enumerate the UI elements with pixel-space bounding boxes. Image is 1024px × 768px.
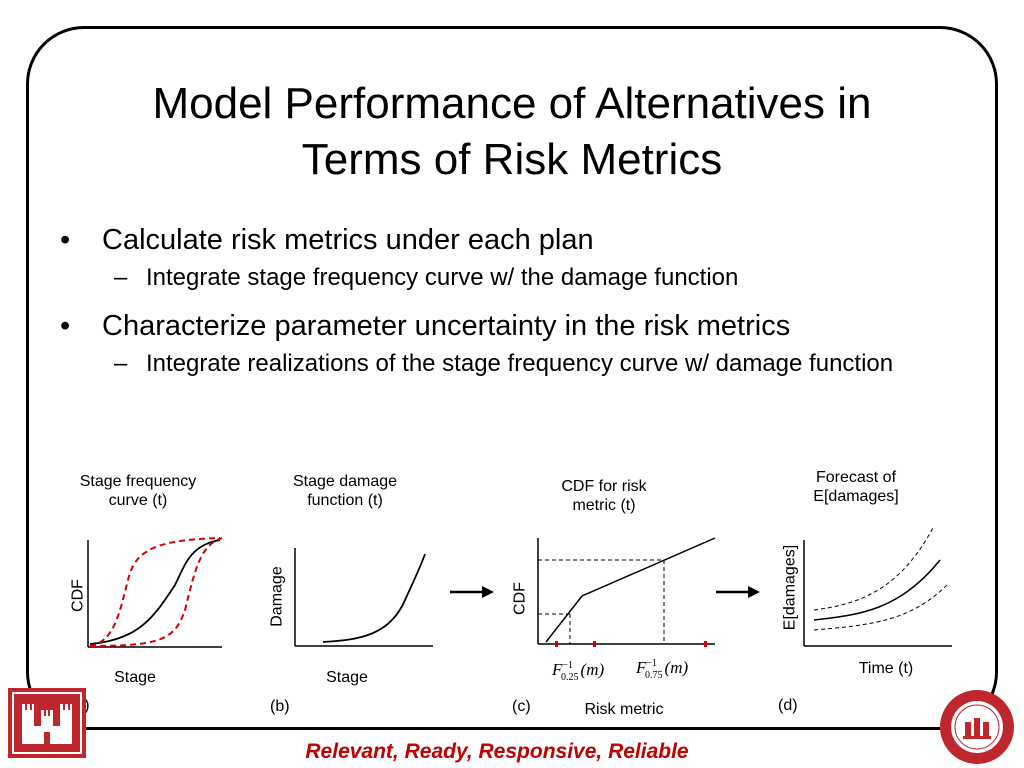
panel-d-mean-forecast <box>813 559 941 621</box>
sub-bullet-2-text: Integrate realizations of the stage freq… <box>146 350 894 377</box>
panel-b-title: Stage damage function (t) <box>292 473 398 509</box>
panel-c-ylabel: CDF <box>511 582 529 615</box>
panel-c-xlabel: Risk metric <box>584 701 664 718</box>
bullet-list: • Calculate risk metrics under each plan… <box>60 222 960 380</box>
panel-b-ylabel: Damage <box>268 566 286 627</box>
usace-castle-logo <box>8 688 86 758</box>
bullet-1-text: Calculate risk metrics under each plan <box>102 224 594 256</box>
arrow-right-icon <box>450 586 494 598</box>
panel-d-plot <box>803 525 952 647</box>
slogan: Relevant, Ready, Responsive, Reliable <box>305 740 689 763</box>
panel-d-xlabel: Time (t) <box>858 660 914 677</box>
bullet-1: • Calculate risk metrics under each plan <box>60 222 960 258</box>
panel-b-plot <box>294 548 433 647</box>
panel-d-title: Forecast of E[damages] <box>813 469 899 505</box>
bullet-2: • Characterize parameter uncertainty in … <box>60 308 960 344</box>
panel-c-title: CDF for risk metric (t) <box>561 478 647 514</box>
panel-c-plot <box>537 537 716 647</box>
panel-a-cdf-upper-bound <box>89 537 221 647</box>
panel-c-red-tick <box>555 641 558 647</box>
panel-b-damage-curve <box>322 553 426 643</box>
sub-bullet-1-text: Integrate stage frequency curve w/ the d… <box>146 264 739 291</box>
panel-d-upper-band <box>813 525 935 611</box>
panel-a-cdf-lower-bound <box>89 537 223 647</box>
panel-c-cdf-line <box>545 537 716 643</box>
panel-a-xlabel: Stage <box>114 669 156 686</box>
erdc-seal <box>940 690 1014 764</box>
panel-a-cdf-curve <box>89 539 221 645</box>
panel-b-tag: (b) <box>270 698 290 715</box>
panel-c-tag: (c) <box>512 698 531 715</box>
bullet-dot: • <box>60 310 71 342</box>
sub-bullet-dash: – <box>114 264 128 291</box>
panel-c-f-low-label: F−10.25 (m) <box>552 660 605 683</box>
slide-title: Model Performance of Alternatives in Ter… <box>40 76 984 188</box>
panel-c-f-high-label: F−10.75 (m) <box>636 658 689 681</box>
panel-d-tag: (d) <box>778 697 798 714</box>
panel-d-lower-band <box>813 583 949 631</box>
sub-bullet-1: – Integrate stage frequency curve w/ the… <box>60 262 960 294</box>
panel-a-title: Stage frequency curve (t) <box>79 473 197 509</box>
sub-bullet-dash: – <box>114 350 128 377</box>
arrow-right-icon <box>716 586 760 598</box>
panel-a-plot <box>87 537 223 648</box>
slide-frame <box>26 26 998 730</box>
sub-bullet-2: – Integrate realizations of the stage fr… <box>60 348 960 380</box>
panel-c-red-tick <box>593 641 596 647</box>
bullet-2-text: Characterize parameter uncertainty in th… <box>102 310 791 342</box>
title-line-2: Terms of Risk Metrics <box>301 135 723 184</box>
bullet-dot: • <box>60 224 71 256</box>
panel-c-red-tick <box>704 641 707 647</box>
panel-b-xlabel: Stage <box>326 669 368 686</box>
panel-d-ylabel: E[damages] <box>781 544 799 631</box>
title-line-1: Model Performance of Alternatives in <box>152 79 872 128</box>
panel-a-ylabel: CDF <box>69 579 87 612</box>
